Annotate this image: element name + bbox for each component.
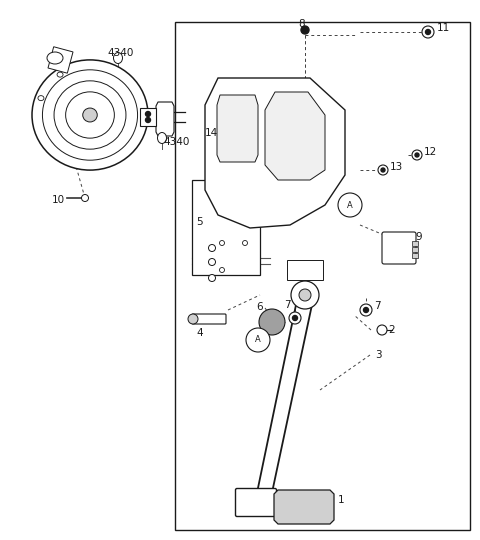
Text: A: A (347, 200, 353, 210)
Circle shape (246, 328, 270, 352)
Circle shape (145, 118, 151, 123)
Circle shape (145, 111, 151, 117)
Ellipse shape (82, 194, 88, 201)
Text: 13: 13 (390, 162, 403, 172)
Bar (140, 108, 156, 126)
Text: 11: 11 (437, 23, 450, 33)
Circle shape (377, 325, 387, 335)
Polygon shape (274, 490, 334, 524)
Ellipse shape (42, 70, 138, 160)
Text: 6: 6 (256, 302, 263, 312)
Circle shape (360, 304, 372, 316)
Circle shape (415, 153, 419, 157)
Circle shape (412, 150, 422, 160)
Circle shape (425, 30, 431, 35)
Ellipse shape (54, 81, 126, 149)
Circle shape (422, 26, 434, 38)
Ellipse shape (57, 72, 63, 77)
Bar (192, 180, 260, 275)
Text: 8: 8 (298, 19, 305, 29)
Text: 14: 14 (205, 128, 218, 138)
Ellipse shape (32, 60, 148, 170)
Circle shape (188, 314, 198, 324)
Text: A: A (255, 335, 261, 345)
Bar (175, 22, 470, 530)
Circle shape (381, 168, 385, 172)
Text: 3: 3 (375, 350, 382, 360)
Text: 1: 1 (338, 495, 345, 505)
Circle shape (378, 165, 388, 175)
Text: 4: 4 (196, 328, 203, 338)
Text: 4340: 4340 (163, 137, 190, 147)
Ellipse shape (47, 52, 63, 64)
Text: 4340: 4340 (107, 48, 133, 58)
Circle shape (259, 309, 285, 335)
Circle shape (291, 281, 319, 309)
FancyBboxPatch shape (192, 314, 226, 324)
Ellipse shape (219, 240, 225, 246)
Circle shape (363, 307, 369, 313)
Polygon shape (265, 92, 325, 180)
Circle shape (338, 193, 362, 217)
Ellipse shape (208, 274, 216, 281)
Text: 7: 7 (284, 300, 290, 310)
Bar (48, 47, 73, 73)
Polygon shape (156, 102, 174, 136)
Text: 9: 9 (415, 232, 421, 242)
Text: 2: 2 (388, 325, 395, 335)
Ellipse shape (66, 92, 114, 138)
FancyBboxPatch shape (382, 232, 416, 264)
Text: 7: 7 (374, 301, 381, 311)
Polygon shape (205, 78, 345, 228)
Ellipse shape (242, 240, 248, 246)
Text: 5: 5 (196, 217, 203, 227)
Ellipse shape (219, 267, 225, 273)
Text: 12: 12 (424, 147, 437, 157)
Bar (412, 253, 418, 258)
Ellipse shape (208, 259, 216, 266)
Bar (287, 260, 323, 280)
FancyBboxPatch shape (236, 489, 276, 516)
Polygon shape (217, 95, 258, 162)
Ellipse shape (38, 96, 44, 100)
Bar (412, 247, 418, 252)
Ellipse shape (208, 245, 216, 252)
Ellipse shape (157, 132, 167, 144)
Circle shape (299, 289, 311, 301)
Circle shape (289, 312, 301, 324)
Text: 10: 10 (52, 195, 65, 205)
Circle shape (292, 315, 298, 321)
Bar (412, 241, 418, 246)
Ellipse shape (83, 108, 97, 122)
Ellipse shape (113, 52, 122, 64)
Circle shape (301, 26, 309, 34)
